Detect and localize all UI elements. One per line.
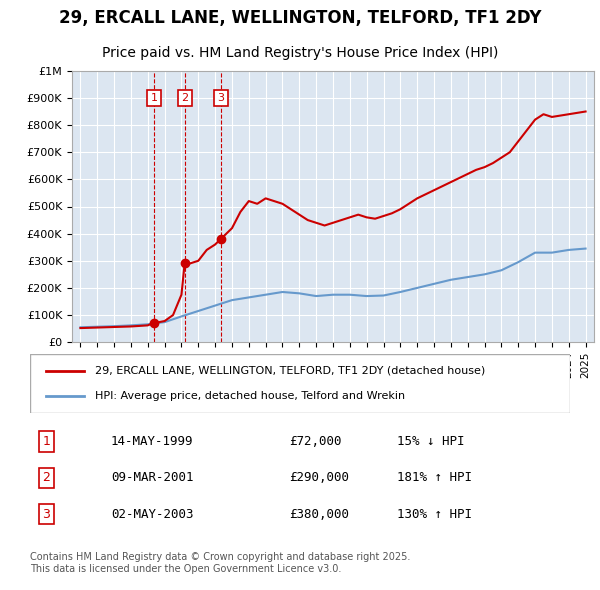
Text: £72,000: £72,000 (289, 435, 342, 448)
Text: 2: 2 (181, 93, 188, 103)
Text: 181% ↑ HPI: 181% ↑ HPI (397, 471, 472, 484)
Text: HPI: Average price, detached house, Telford and Wrekin: HPI: Average price, detached house, Telf… (95, 392, 405, 401)
Text: £290,000: £290,000 (289, 471, 349, 484)
Text: 130% ↑ HPI: 130% ↑ HPI (397, 508, 472, 521)
Text: 02-MAY-2003: 02-MAY-2003 (111, 508, 193, 521)
Text: £380,000: £380,000 (289, 508, 349, 521)
Text: 15% ↓ HPI: 15% ↓ HPI (397, 435, 465, 448)
Text: 29, ERCALL LANE, WELLINGTON, TELFORD, TF1 2DY: 29, ERCALL LANE, WELLINGTON, TELFORD, TF… (59, 9, 541, 27)
Text: 09-MAR-2001: 09-MAR-2001 (111, 471, 193, 484)
Text: 3: 3 (217, 93, 224, 103)
Text: 3: 3 (42, 508, 50, 521)
Text: 1: 1 (42, 435, 50, 448)
Text: 2: 2 (42, 471, 50, 484)
Text: Price paid vs. HM Land Registry's House Price Index (HPI): Price paid vs. HM Land Registry's House … (102, 46, 498, 60)
Text: 1: 1 (151, 93, 158, 103)
Text: 14-MAY-1999: 14-MAY-1999 (111, 435, 193, 448)
FancyBboxPatch shape (30, 354, 570, 413)
Text: 29, ERCALL LANE, WELLINGTON, TELFORD, TF1 2DY (detached house): 29, ERCALL LANE, WELLINGTON, TELFORD, TF… (95, 366, 485, 375)
Text: Contains HM Land Registry data © Crown copyright and database right 2025.
This d: Contains HM Land Registry data © Crown c… (30, 552, 410, 574)
